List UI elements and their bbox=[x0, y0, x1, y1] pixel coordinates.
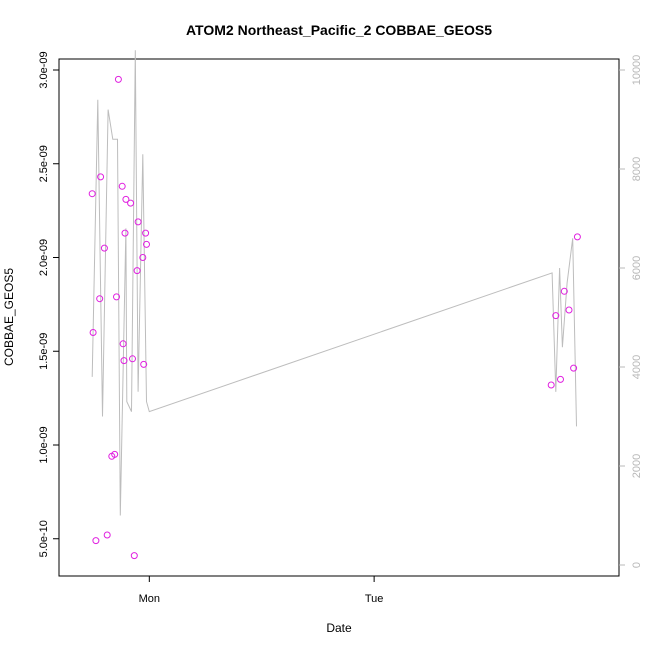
data-point-16 bbox=[127, 199, 135, 207]
data-point-1 bbox=[89, 329, 97, 336]
data-point-31 bbox=[573, 233, 581, 241]
right-tick-label: 2000 bbox=[631, 454, 643, 478]
data-point-30 bbox=[570, 364, 578, 372]
data-point-9 bbox=[113, 293, 120, 301]
data-point-18 bbox=[130, 552, 138, 560]
data-point-0 bbox=[88, 190, 96, 198]
data-point-25 bbox=[547, 381, 555, 389]
plot-frame bbox=[58, 58, 620, 577]
data-point-24 bbox=[143, 240, 150, 248]
bottom-axis: Mon Tue bbox=[139, 576, 384, 605]
data-point-27 bbox=[557, 375, 564, 383]
data-point-21 bbox=[139, 254, 147, 261]
data-point-5 bbox=[100, 244, 108, 252]
left-tick-label: 1.0e-09 bbox=[38, 426, 50, 463]
left-tick-label: 2.0e-09 bbox=[38, 239, 50, 276]
left-axis: 5.0e-10 1.0e-09 1.5e-09 2.0e-09 2.5e-09 3.0e-… bbox=[38, 51, 59, 557]
data-point-14 bbox=[121, 229, 129, 237]
right-tick-label: 4000 bbox=[631, 355, 643, 379]
data-point-19 bbox=[133, 267, 141, 275]
data-point-15 bbox=[122, 195, 130, 203]
data-point-17 bbox=[129, 355, 136, 363]
right-tick-label: 0 bbox=[631, 562, 643, 568]
right-axis: 0 2000 4000 6000 8000 10000 bbox=[619, 55, 643, 568]
left-tick-label: 3.0e-09 bbox=[38, 51, 50, 88]
data-point-13 bbox=[120, 357, 128, 365]
left-tick-label: 1.5e-09 bbox=[38, 333, 50, 370]
data-point-11 bbox=[118, 182, 126, 190]
data-point-10 bbox=[114, 75, 122, 83]
bottom-tick-label: Tue bbox=[365, 593, 384, 605]
data-point-29 bbox=[565, 306, 573, 314]
data-point-12 bbox=[119, 340, 127, 348]
data-point-2 bbox=[92, 537, 100, 545]
right-tick-label: 10000 bbox=[631, 55, 643, 86]
right-tick-label: 6000 bbox=[631, 256, 643, 280]
series-layer bbox=[88, 50, 581, 560]
data-point-3 bbox=[96, 295, 104, 303]
series-line-0 bbox=[91, 50, 577, 516]
left-tick-label: 5.0e-10 bbox=[38, 520, 50, 557]
data-point-4 bbox=[97, 173, 105, 181]
x-axis-label: Date bbox=[326, 621, 352, 635]
right-tick-label: 8000 bbox=[631, 157, 643, 181]
bottom-tick-label: Mon bbox=[139, 593, 160, 605]
data-point-8 bbox=[111, 450, 119, 458]
chart-title: ATOM2 Northeast_Pacific_2 COBBAE_GEOS5 bbox=[186, 22, 492, 38]
data-point-6 bbox=[103, 531, 111, 539]
data-point-28 bbox=[560, 287, 568, 295]
y-axis-label: COBBAE_GEOS5 bbox=[2, 268, 16, 366]
data-point-20 bbox=[134, 218, 142, 226]
data-point-23 bbox=[142, 229, 150, 237]
data-point-26 bbox=[552, 312, 560, 320]
left-tick-label: 2.5e-09 bbox=[38, 145, 50, 182]
data-point-22 bbox=[140, 360, 148, 368]
